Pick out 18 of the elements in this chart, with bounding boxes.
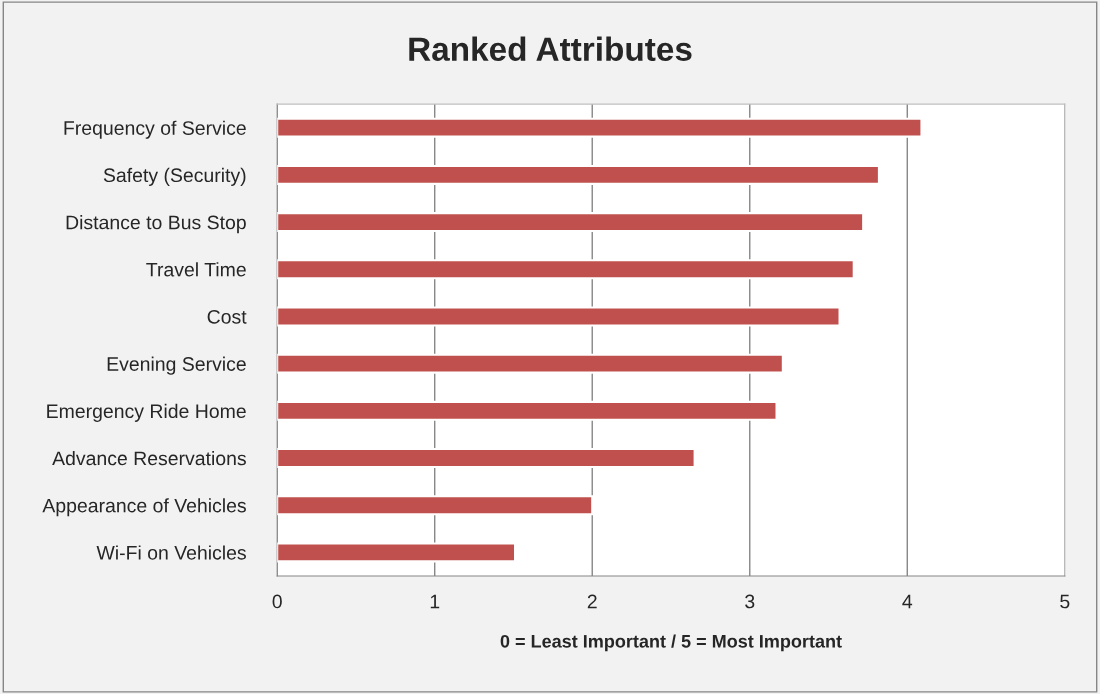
- x-axis-title: 0 = Least Important / 5 = Most Important: [500, 634, 842, 652]
- y-tick-label: Wi-Fi on Vehicles: [96, 545, 246, 560]
- y-tick-label: Appearance of Vehicles: [42, 498, 246, 517]
- y-tick-label: Cost: [207, 309, 247, 324]
- x-tick-label: 5: [1060, 594, 1070, 609]
- y-tick-label: Distance to Bus Stop: [66, 215, 246, 234]
- x-tick-label: 1: [430, 594, 440, 609]
- y-tick-label: Advance Reservations: [52, 450, 246, 466]
- y-tick-label: Safety (Security): [103, 167, 246, 186]
- x-tick-label: 3: [745, 594, 755, 609]
- x-tick-label: 0: [272, 594, 282, 609]
- y-tick-label: Travel Time: [146, 262, 246, 277]
- y-tick-label: Frequency of Service: [64, 120, 246, 139]
- y-tick-label: Evening Service: [107, 356, 246, 375]
- y-tick-label: Emergency Ride Home: [47, 403, 246, 422]
- x-tick-label: 4: [902, 594, 913, 609]
- chart-title: Ranked Attributes: [409, 36, 692, 61]
- x-tick-label: 2: [587, 594, 597, 609]
